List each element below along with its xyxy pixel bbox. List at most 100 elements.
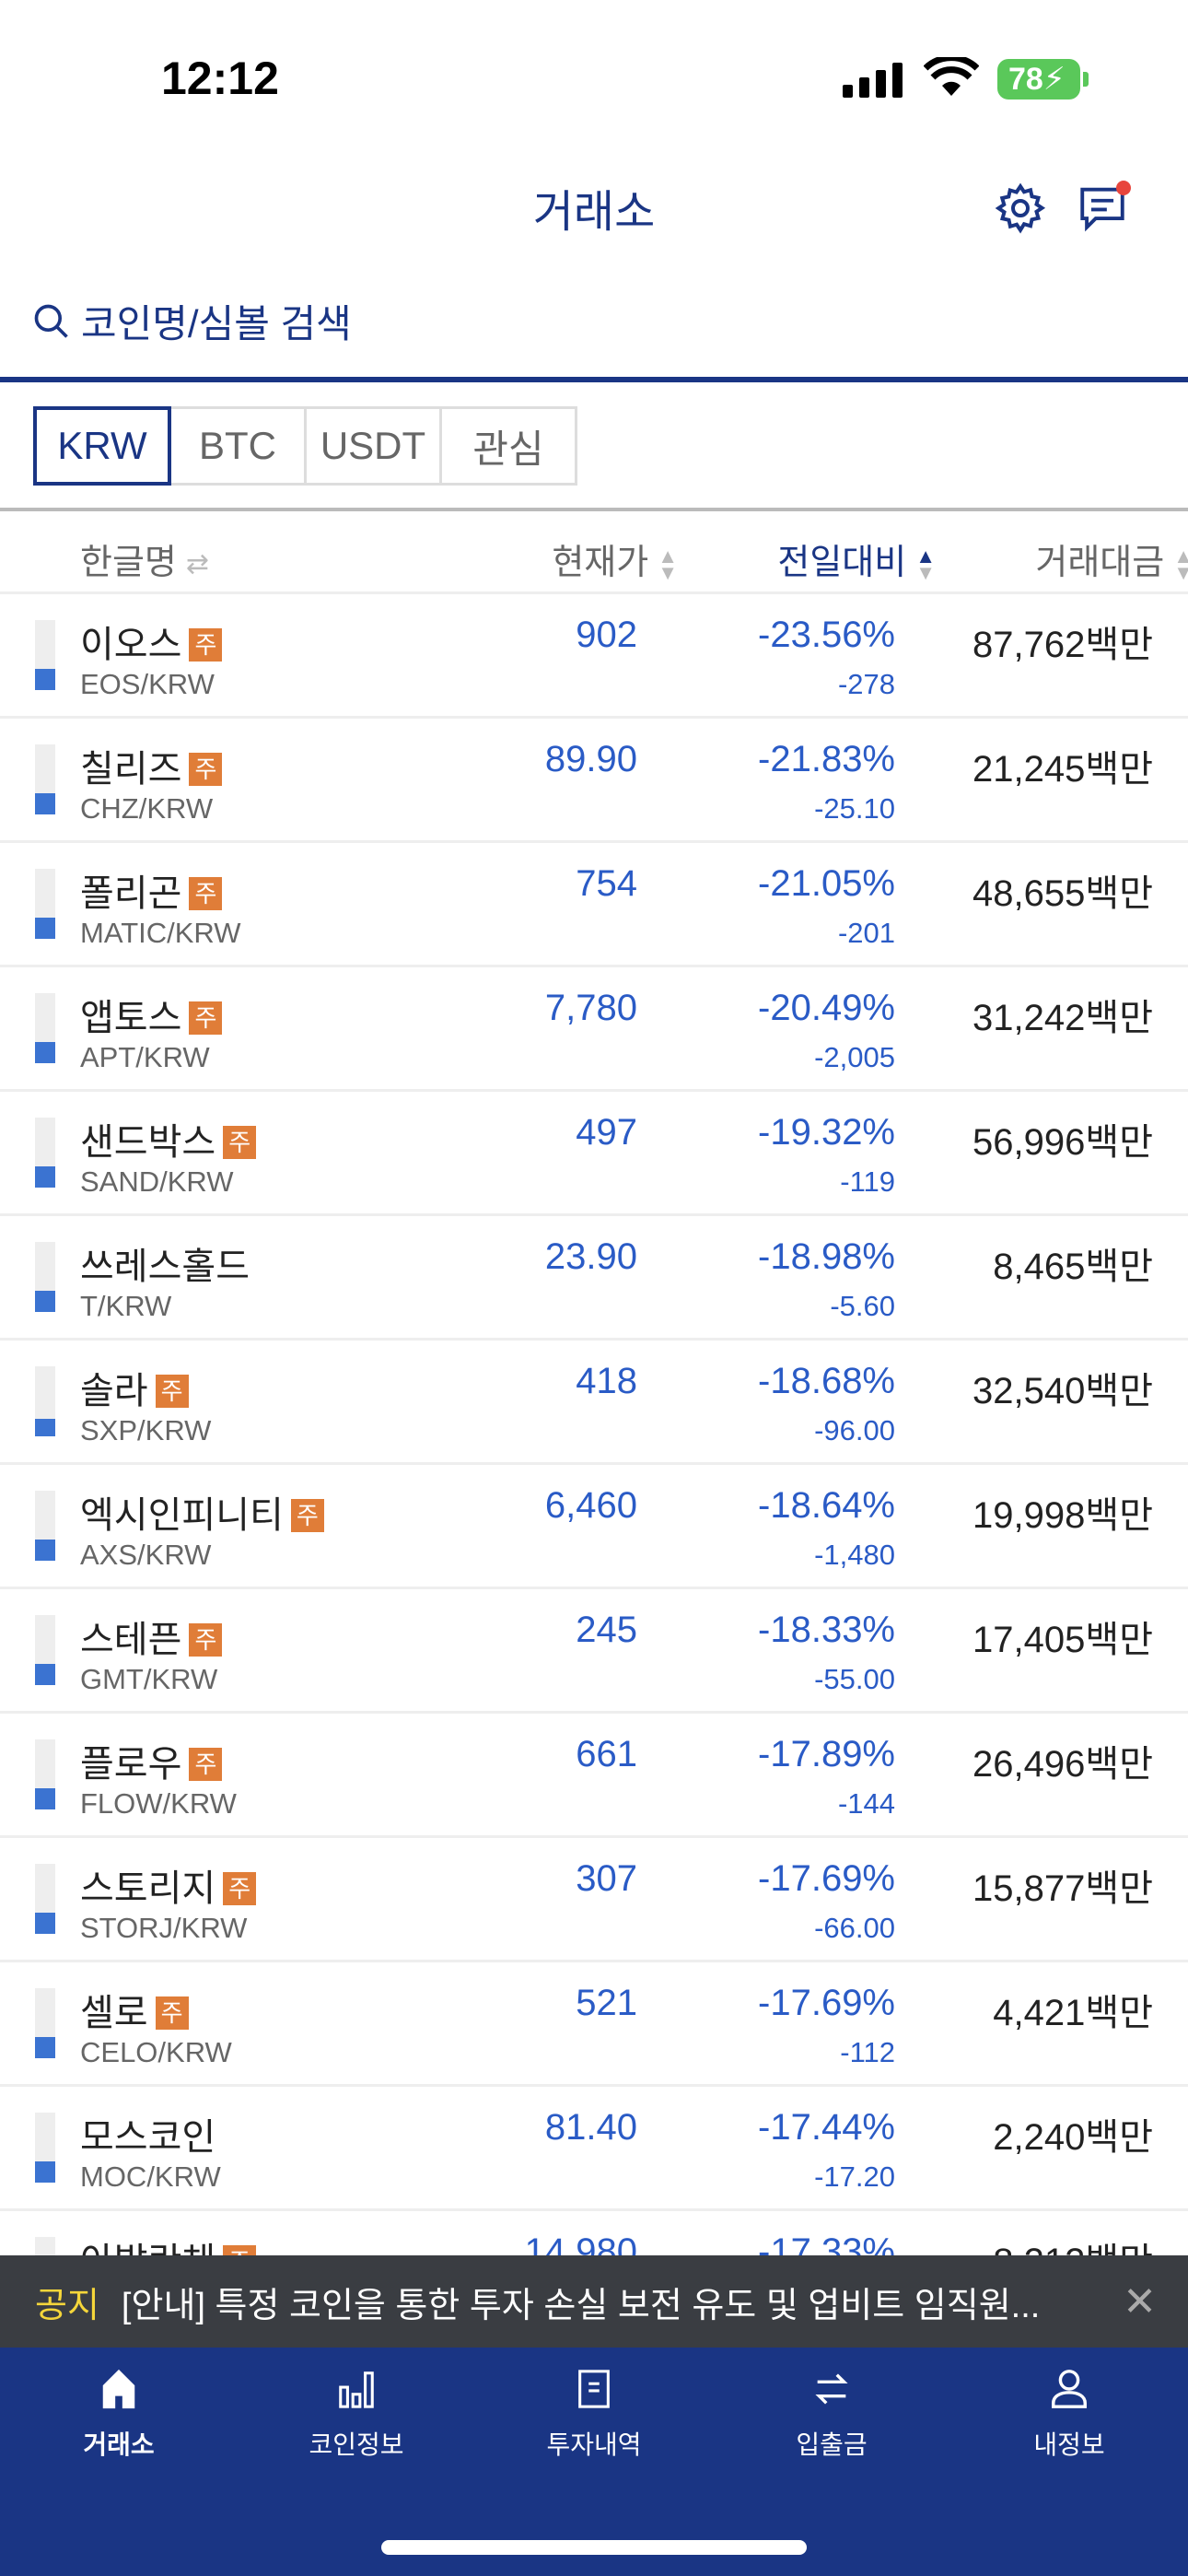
current-price: 6,460 [544, 1485, 637, 1526]
coin-row[interactable]: 솔라 주 SXP/KRW 418 -18.68% -96.00 32,540백만 [0, 1338, 1188, 1462]
divider [0, 508, 1188, 511]
signal-icon [843, 61, 903, 98]
nav-deposit-withdraw[interactable]: 입출금 [713, 2348, 950, 2576]
notice-label: 공지 [35, 2286, 99, 2325]
change-percent: -17.69% [758, 1983, 895, 2023]
page-title: 거래소 [532, 188, 656, 237]
sort-icon: ▲ ▼ [658, 544, 678, 584]
column-price-label: 현재가 [552, 544, 649, 582]
sort-icon-active: ▲ ▼ [915, 544, 936, 584]
candle-indicator [35, 620, 55, 690]
sort-volume[interactable]: 거래대금 ▲ ▼ [1035, 533, 1188, 584]
notification-dot [1116, 181, 1131, 195]
warning-badge: 주 [189, 628, 223, 662]
change-amount: -66.00 [814, 1912, 895, 1944]
notice-banner[interactable]: 공지 [안내] 특정 코인을 통한 투자 손실 보전 유도 및 업비트 임직원.… [0, 2255, 1188, 2348]
coin-row[interactable]: 플로우 주 FLOW/KRW 661 -17.89% -144 26,496백만 [0, 1711, 1188, 1835]
warning-badge: 주 [189, 1748, 223, 1781]
coin-row[interactable]: 스토리지 주 STORJ/KRW 307 -17.69% -66.00 15,87… [0, 1835, 1188, 1960]
warning-badge: 주 [155, 1996, 189, 2030]
nav-coin-info[interactable]: 코인정보 [238, 2348, 475, 2576]
person-icon [1052, 2370, 1087, 2408]
change-percent: -20.49% [758, 988, 895, 1028]
warning-badge: 주 [223, 1126, 257, 1159]
coin-name-wrap: 쓰레스홀드 [80, 1236, 250, 1290]
coin-row[interactable]: 이오스 주 EOS/KRW 902 -23.56% -278 87,762백만 [0, 591, 1188, 716]
bottom-nav: 거래소 코인정보 투자내역 입출금 내정보 [0, 2348, 1188, 2576]
nav-label: 입출금 [796, 2430, 868, 2459]
coin-row[interactable]: 셀로 주 CELO/KRW 521 -17.69% -112 4,421백만 [0, 1960, 1188, 2084]
candle-indicator [35, 1366, 55, 1436]
sort-price[interactable]: 현재가 ▲ ▼ [552, 533, 678, 584]
coin-row[interactable]: 엑시인피니티 주 AXS/KRW 6,460 -18.64% -1,480 19,… [0, 1462, 1188, 1587]
column-change-label: 전일대비 [777, 544, 907, 582]
home-indicator[interactable] [381, 2540, 807, 2555]
coin-row[interactable]: 칠리즈 주 CHZ/KRW 89.90 -21.83% -25.10 21,245… [0, 716, 1188, 840]
search-icon [34, 304, 68, 338]
trade-volume: 48,655백만 [973, 873, 1153, 914]
coin-row[interactable]: 폴리곤 주 MATIC/KRW 754 -21.05% -201 48,655백만 [0, 840, 1188, 965]
current-price: 89.90 [544, 739, 637, 779]
nav-my-info[interactable]: 내정보 [950, 2348, 1188, 2576]
current-price: 7,780 [544, 988, 637, 1028]
coin-symbol: STORJ/KRW [80, 1912, 248, 1944]
search-input[interactable]: 코인명/심볼 검색 [31, 293, 352, 349]
market-tabs: KRW BTC USDT 관심 [33, 406, 577, 486]
sort-name[interactable]: 한글명 ⇄ [80, 533, 209, 584]
candle-fill [35, 793, 55, 814]
tab-krw[interactable]: KRW [33, 406, 171, 486]
change-amount: -55.00 [814, 1663, 895, 1695]
change-amount: -201 [837, 917, 895, 949]
candle-indicator [35, 1242, 55, 1312]
candle-fill [35, 1913, 55, 1934]
coin-row[interactable]: 모스코인 MOC/KRW 81.40 -17.44% -17.20 2,240백… [0, 2084, 1188, 2208]
change-amount: -119 [840, 1165, 895, 1198]
coin-row[interactable]: 샌드박스 주 SAND/KRW 497 -19.32% -119 56,996백만 [0, 1089, 1188, 1213]
coin-row[interactable]: 스테픈 주 GMT/KRW 245 -18.33% -55.00 17,405백만 [0, 1587, 1188, 1711]
close-icon[interactable]: ✕ [1123, 2278, 1157, 2324]
tab-usdt[interactable]: USDT [304, 406, 442, 486]
candle-fill [35, 1419, 55, 1436]
document-icon [578, 2370, 610, 2408]
tab-favorites[interactable]: 관심 [439, 406, 577, 486]
change-percent: -17.89% [758, 1734, 895, 1774]
sort-change[interactable]: 전일대비 ▲ ▼ [777, 533, 936, 584]
coin-symbol: FLOW/KRW [80, 1787, 237, 1820]
tab-btc[interactable]: BTC [169, 406, 307, 486]
coin-symbol: SAND/KRW [80, 1165, 234, 1198]
change-percent: -17.69% [758, 1858, 895, 1899]
change-amount: -5.60 [830, 1290, 895, 1322]
nav-investment-history[interactable]: 투자내역 [475, 2348, 713, 2576]
nav-exchange[interactable]: 거래소 [0, 2348, 238, 2576]
trade-volume: 4,421백만 [993, 1993, 1153, 2033]
candle-indicator [35, 1615, 55, 1685]
chart-icon [339, 2371, 374, 2408]
candle-fill [35, 1788, 55, 1809]
coin-name: 샌드박스 [80, 1122, 216, 1163]
coin-row[interactable]: 쓰레스홀드 T/KRW 23.90 -18.98% -5.60 8,465백만 [0, 1213, 1188, 1338]
column-header: 한글명 ⇄ 현재가 ▲ ▼ 전일대비 ▲ ▼ 거래대금 ▲ ▼ [0, 511, 1188, 591]
current-price: 902 [576, 615, 637, 655]
candle-indicator [35, 2113, 55, 2183]
candle-indicator [35, 869, 55, 939]
change-percent: -23.56% [758, 615, 895, 655]
coin-row[interactable]: 앱토스 주 APT/KRW 7,780 -20.49% -2,005 31,242… [0, 965, 1188, 1089]
trade-volume: 21,245백만 [973, 749, 1153, 790]
column-name-label: 한글명 [80, 544, 177, 582]
change-amount: -25.10 [814, 792, 895, 825]
coin-name: 폴리곤 [80, 873, 182, 914]
trade-volume: 31,242백만 [973, 998, 1153, 1038]
nav-label: 거래소 [83, 2430, 155, 2459]
warning-badge: 주 [189, 753, 223, 786]
candle-indicator [35, 1118, 55, 1188]
warning-badge: 주 [189, 877, 223, 910]
candle-fill [35, 1042, 55, 1063]
trade-volume: 19,998백만 [973, 1495, 1153, 1536]
home-icon [102, 2369, 135, 2409]
gear-icon[interactable] [993, 181, 1048, 236]
current-price: 23.90 [544, 1236, 637, 1277]
warning-badge: 주 [223, 1872, 257, 1905]
candle-fill [35, 2161, 55, 2183]
coin-symbol: CHZ/KRW [80, 792, 214, 825]
coin-name-wrap: 스테픈 주 [80, 1610, 223, 1663]
